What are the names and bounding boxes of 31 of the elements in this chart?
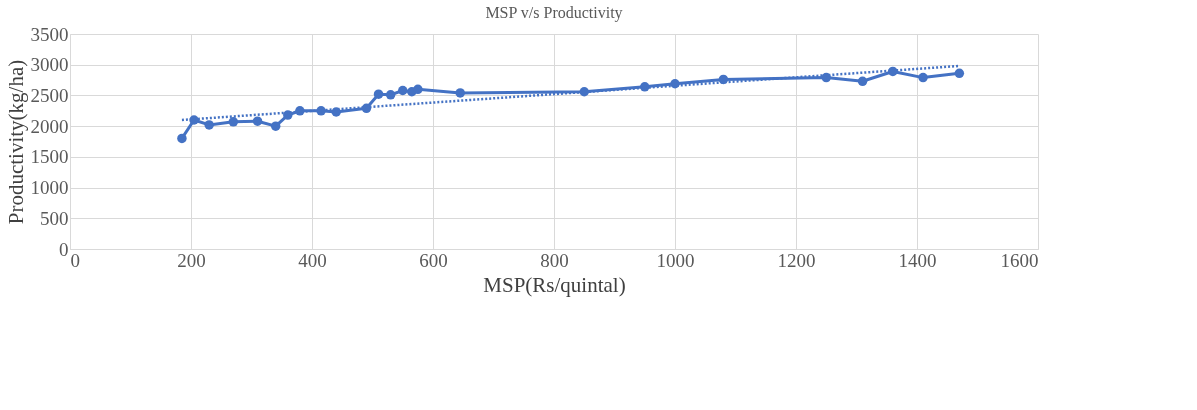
point [954, 68, 965, 79]
y-tick-label: 3500 [30, 23, 69, 45]
x-tick-label: 1200 [777, 249, 816, 271]
point [455, 88, 465, 98]
y-tick-label: 1000 [30, 177, 69, 199]
y-tick-label: 3000 [30, 54, 69, 76]
x-tick-label: 400 [298, 249, 327, 271]
point [373, 89, 384, 99]
x-tick-label: 800 [540, 249, 569, 271]
point [413, 84, 423, 95]
x-tick-label: 600 [419, 249, 448, 271]
x-tick-label: 1600 [1000, 249, 1039, 271]
y-tick-label: 2500 [30, 84, 69, 106]
y-tick-label: 1500 [30, 146, 69, 168]
point [918, 72, 928, 83]
y-tick-label: 2000 [30, 115, 69, 137]
point [204, 120, 214, 130]
x-tick-label: 1000 [656, 249, 695, 271]
point [252, 116, 263, 126]
x-axis-title: MSP(Rs/quintal) [483, 272, 626, 297]
x-tick-label: 1400 [898, 249, 937, 271]
point [177, 133, 187, 144]
point [398, 85, 408, 96]
chart-title: MSP v/s Productivity [485, 4, 623, 22]
point [385, 90, 396, 100]
point [228, 117, 239, 127]
point [857, 76, 868, 87]
y-axis-title: Productivity(kg/ha) [3, 59, 28, 225]
y-tick-label: 500 [40, 207, 69, 229]
point [270, 121, 281, 131]
x-tick-label: 200 [177, 249, 206, 271]
